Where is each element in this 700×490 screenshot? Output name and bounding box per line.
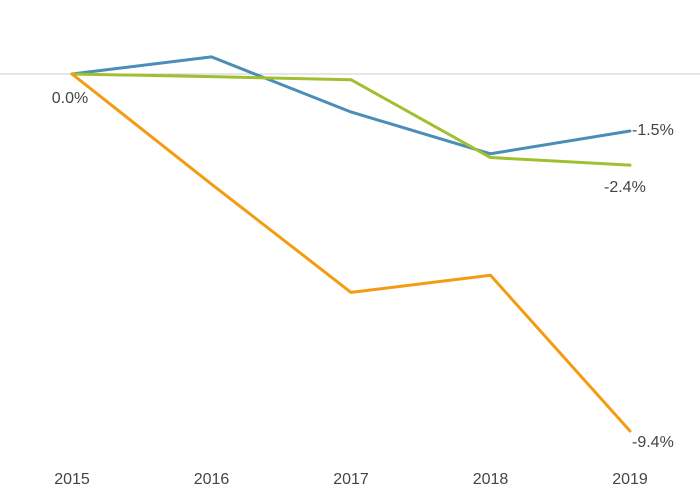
x-tick-label: 2015 bbox=[54, 471, 90, 488]
data-point bbox=[490, 157, 491, 159]
data-point bbox=[211, 76, 212, 78]
data-point bbox=[629, 130, 631, 132]
x-axis: 2015 2016 2017 2018 2019 bbox=[54, 471, 648, 488]
end-value-label: -1.5% bbox=[632, 122, 674, 139]
x-tick-label: 2018 bbox=[473, 471, 509, 488]
series-layer bbox=[70, 55, 632, 433]
data-point bbox=[490, 153, 491, 155]
x-tick-label: 2017 bbox=[333, 471, 369, 488]
x-tick-label: 2019 bbox=[612, 471, 648, 488]
x-tick-label: 2016 bbox=[194, 471, 230, 488]
data-point bbox=[629, 430, 631, 432]
data-point bbox=[350, 291, 352, 293]
end-value-label: -9.4% bbox=[632, 434, 674, 451]
series-line-2 bbox=[70, 72, 632, 167]
end-value-label: -2.4% bbox=[604, 179, 646, 196]
data-point bbox=[350, 79, 352, 81]
data-point bbox=[211, 183, 212, 185]
data-point bbox=[629, 164, 631, 166]
label-layer: -1.5% -2.4% -9.4% 0.0% bbox=[52, 90, 674, 451]
data-point bbox=[490, 274, 491, 276]
data-point bbox=[350, 111, 352, 113]
series-line-3 bbox=[70, 72, 632, 433]
data-point bbox=[211, 56, 212, 58]
start-value-label: 0.0% bbox=[52, 90, 88, 107]
data-point bbox=[71, 73, 73, 75]
